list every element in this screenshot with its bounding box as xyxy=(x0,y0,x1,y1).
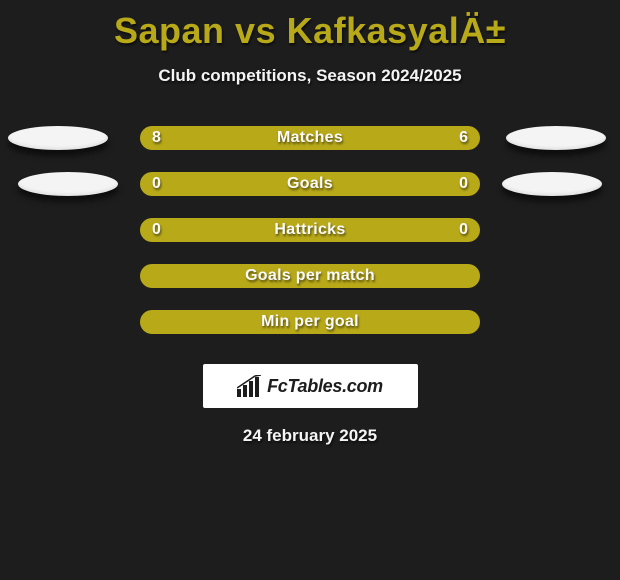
team-left-ellipse xyxy=(8,126,108,150)
brand-box: FcTables.com xyxy=(203,364,418,408)
stat-left-value: 8 xyxy=(152,129,161,147)
stat-row: Min per goal xyxy=(0,310,620,334)
team-left-ellipse xyxy=(18,172,118,196)
stat-label: Goals per match xyxy=(245,267,375,285)
stat-bar: 0 Goals 0 xyxy=(140,172,480,196)
stat-label: Goals xyxy=(287,175,333,193)
team-right-ellipse xyxy=(506,126,606,150)
brand-text: FcTables.com xyxy=(267,376,383,397)
bar-chart-icon xyxy=(237,375,263,397)
stat-label: Hattricks xyxy=(274,221,345,239)
stat-row: 8 Matches 6 xyxy=(0,126,620,150)
stat-right-value: 6 xyxy=(459,129,468,147)
stat-row: 0 Hattricks 0 xyxy=(0,218,620,242)
stat-bar: Goals per match xyxy=(140,264,480,288)
stat-label: Matches xyxy=(277,129,343,147)
stat-left-value: 0 xyxy=(152,175,161,193)
stat-rows: 8 Matches 6 0 Goals 0 0 Hattricks 0 Goals per mat… xyxy=(0,126,620,334)
stat-bar: 8 Matches 6 xyxy=(140,126,480,150)
stat-right-value: 0 xyxy=(459,221,468,239)
stat-bar: Min per goal xyxy=(140,310,480,334)
stat-label: Min per goal xyxy=(261,313,359,331)
team-right-ellipse xyxy=(502,172,602,196)
page-title: Sapan vs KafkasyalÄ± xyxy=(0,0,620,52)
stat-row: 0 Goals 0 xyxy=(0,172,620,196)
stat-left-value: 0 xyxy=(152,221,161,239)
page-subtitle: Club competitions, Season 2024/2025 xyxy=(0,66,620,86)
stat-bar: 0 Hattricks 0 xyxy=(140,218,480,242)
stat-right-value: 0 xyxy=(459,175,468,193)
stat-row: Goals per match xyxy=(0,264,620,288)
footer-date: 24 february 2025 xyxy=(0,426,620,446)
